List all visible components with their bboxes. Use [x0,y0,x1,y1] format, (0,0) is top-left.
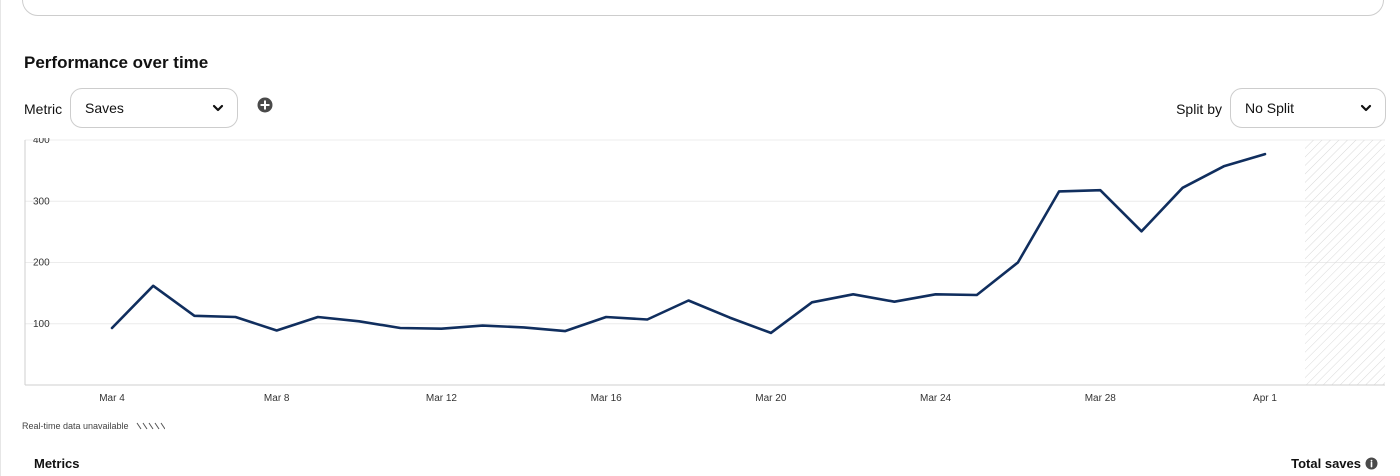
add-metric-icon[interactable] [257,97,273,113]
data-point [234,315,238,319]
data-point [728,316,732,320]
data-point [769,331,773,335]
data-point [604,315,608,319]
data-point [1057,189,1061,193]
total-saves-label: Total saves [1291,456,1361,471]
data-point [1016,261,1020,265]
data-point [1181,186,1185,190]
realtime-note-text: Real-time data unavailable [22,421,129,431]
metrics-heading: Metrics [34,456,80,471]
data-point [934,292,938,296]
data-point [275,328,279,332]
x-tick-label: Mar 20 [755,393,787,404]
data-point [687,298,691,302]
chevron-down-icon [212,104,224,112]
split-by-select-value: No Split [1245,100,1295,116]
data-point [481,324,485,328]
top-card [22,0,1384,16]
section-title: Performance over time [24,53,209,72]
data-point [563,329,567,333]
left-divider [0,0,1,476]
realtime-note: Real-time data unavailable [22,421,165,431]
y-tick-label: 200 [33,258,50,269]
metric-label: Metric [24,101,63,117]
y-tick-label: 100 [33,319,50,330]
data-point [151,284,155,288]
data-point [110,326,114,330]
metric-select[interactable]: Saves [70,88,238,128]
x-tick-label: Mar 4 [99,393,125,404]
data-point [851,292,855,296]
data-point [975,293,979,297]
data-point [398,326,402,330]
line-chart: 100 200 300 400 Mar 4 Mar 8 Mar 12 Mar 16 Mar 2… [24,138,1385,404]
data-point [1098,188,1102,192]
data-point [439,327,443,331]
realtime-unavailable-region [1305,140,1385,385]
data-point [1263,152,1267,156]
hatch-legend-icon [136,422,165,430]
data-point [357,319,361,323]
data-point [645,317,649,321]
data-point [316,315,320,319]
data-point [810,300,814,304]
x-tick-label: Mar 16 [591,393,623,404]
split-by-label: Split by [1176,101,1222,117]
x-tick-label: Mar 12 [426,393,458,404]
y-tick-label: 400 [33,138,50,146]
series-line [110,152,1267,335]
x-tick-label: Mar 8 [264,393,290,404]
split-by-select[interactable]: No Split [1230,88,1386,128]
metric-select-value: Saves [85,100,124,116]
chevron-down-icon [1360,104,1372,112]
info-icon[interactable] [1365,457,1378,470]
data-point [892,300,896,304]
x-tick-label: Mar 28 [1085,393,1117,404]
data-point [192,314,196,318]
data-point [522,325,526,329]
y-tick-label: 300 [33,196,50,207]
data-point [1139,229,1143,233]
total-saves-heading: Total saves [1291,456,1378,471]
x-tick-label: Mar 24 [920,393,952,404]
x-tick-label: Apr 1 [1253,393,1277,404]
data-point [1222,164,1226,168]
performance-chart: 100 200 300 400 Mar 4 Mar 8 Mar 12 Mar 16 Mar 2… [0,138,1400,413]
